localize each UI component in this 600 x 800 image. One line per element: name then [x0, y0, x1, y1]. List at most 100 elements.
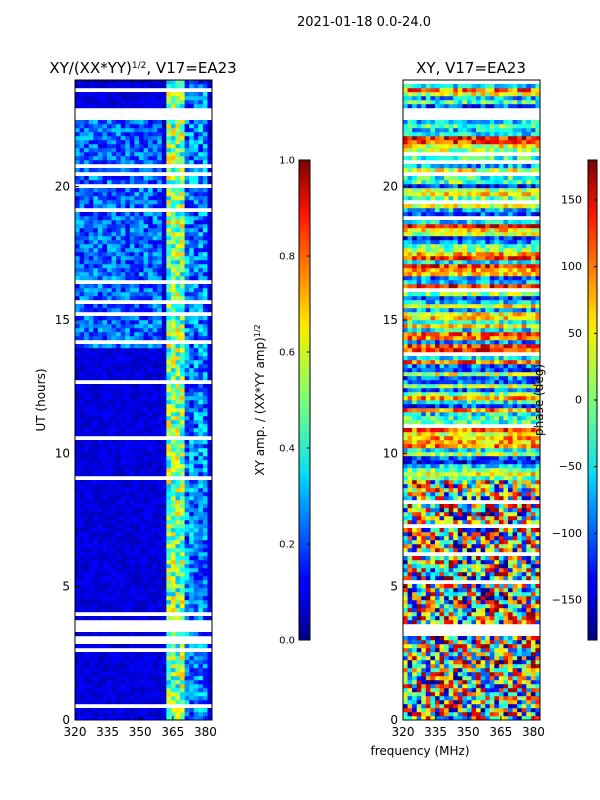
heatmap-cell — [75, 400, 80, 405]
heatmap-cell — [97, 192, 103, 197]
heatmap-cell — [102, 360, 108, 365]
heatmap-cell — [88, 232, 94, 237]
heatmap-cell — [157, 304, 163, 309]
heatmap-cell — [120, 568, 126, 573]
heatmap-cell — [138, 604, 144, 609]
heatmap-cell — [116, 484, 121, 489]
heatmap-cell — [193, 188, 199, 193]
heatmap-cell — [170, 416, 176, 421]
heatmap-cell — [138, 660, 144, 665]
heatmap-cell — [129, 212, 135, 217]
heatmap-cell — [207, 600, 212, 605]
heatmap-cell — [170, 180, 176, 185]
heatmap-cell — [202, 272, 208, 277]
heatmap-cell — [143, 576, 149, 581]
heatmap-cell — [138, 656, 144, 661]
heatmap-cell — [193, 92, 199, 97]
heatmap-cell — [184, 268, 190, 273]
heatmap-cell — [444, 672, 449, 677]
heatmap-cell — [111, 584, 117, 589]
heatmap-cell — [198, 528, 204, 533]
heatmap-cell — [106, 84, 112, 89]
heatmap-cell — [106, 564, 112, 569]
heatmap-cell — [152, 604, 158, 609]
heatmap-cell — [207, 504, 212, 509]
heatmap-cell — [143, 224, 149, 229]
heatmap-cell — [202, 508, 208, 513]
heatmap-cell — [84, 472, 89, 477]
heatmap-cell — [134, 232, 140, 237]
heatmap-cell — [75, 420, 80, 425]
heatmap-cell — [480, 712, 486, 717]
heatmap-cell — [198, 496, 204, 501]
heatmap-cell — [102, 272, 108, 277]
heatmap-cell — [485, 684, 491, 689]
heatmap-cell — [106, 676, 112, 681]
heatmap-cell — [480, 676, 486, 681]
heatmap-cell — [120, 488, 126, 493]
heatmap-cell — [88, 412, 94, 417]
heatmap-cell — [97, 492, 103, 497]
heatmap-cell — [84, 564, 89, 569]
heatmap-cell — [129, 388, 135, 393]
heatmap-cell — [498, 692, 504, 697]
heatmap-cell — [494, 640, 500, 645]
heatmap-cell — [125, 448, 131, 453]
heatmap-cell — [97, 92, 103, 97]
heatmap-cell — [79, 268, 85, 273]
heatmap-cell — [166, 168, 172, 173]
heatmap-cell — [75, 596, 80, 601]
heatmap-cell — [202, 92, 208, 97]
heatmap-cell — [102, 316, 108, 321]
heatmap-cell — [161, 472, 167, 477]
heatmap-cell — [79, 428, 85, 433]
heatmap-cell — [425, 716, 431, 720]
heatmap-cell — [202, 516, 208, 521]
heatmap-cell — [138, 156, 144, 161]
heatmap-cell — [184, 336, 190, 341]
heatmap-cell — [116, 320, 121, 325]
heatmap-cell — [111, 364, 117, 369]
heatmap-cell — [111, 660, 117, 665]
heatmap-cell — [129, 444, 135, 449]
heatmap-cell — [93, 144, 99, 149]
heatmap-cell — [184, 580, 190, 585]
heatmap-cell — [138, 124, 144, 129]
heatmap-cell — [517, 620, 523, 625]
heatmap-cell — [476, 656, 481, 661]
heatmap-cell — [106, 256, 112, 261]
heatmap-cell — [152, 456, 158, 461]
heatmap-cell — [79, 584, 85, 589]
heatmap-cell — [425, 608, 431, 613]
heatmap-cell — [79, 700, 85, 705]
heatmap-cell — [134, 540, 140, 545]
heatmap-cell — [111, 216, 117, 221]
heatmap-cell — [148, 572, 153, 577]
heatmap-cell — [125, 592, 131, 597]
heatmap-cell — [84, 452, 89, 457]
heatmap-cell — [430, 608, 436, 613]
heatmap-cell — [157, 268, 163, 273]
heatmap-cell — [189, 700, 195, 705]
heatmap-cell — [170, 532, 176, 537]
heatmap-cell — [184, 188, 190, 193]
heatmap-cell — [116, 308, 121, 313]
heatmap-cell — [170, 540, 176, 545]
heatmap-cell — [106, 504, 112, 509]
heatmap-cell — [152, 92, 158, 97]
heatmap-cell — [184, 696, 190, 701]
heatmap-cell — [134, 356, 140, 361]
heatmap-cell — [84, 388, 89, 393]
heatmap-cell — [453, 604, 459, 609]
heatmap-cell — [79, 444, 85, 449]
heatmap-cell — [526, 672, 532, 677]
heatmap-cell — [207, 468, 212, 473]
heatmap-cell — [75, 288, 80, 293]
heatmap-cell — [180, 608, 185, 613]
heatmap-cell — [161, 564, 167, 569]
heatmap-cell — [75, 180, 80, 185]
heatmap-cell — [93, 580, 99, 585]
heatmap-cell — [202, 344, 208, 349]
heatmap-cell — [75, 492, 80, 497]
heatmap-cell — [111, 84, 117, 89]
